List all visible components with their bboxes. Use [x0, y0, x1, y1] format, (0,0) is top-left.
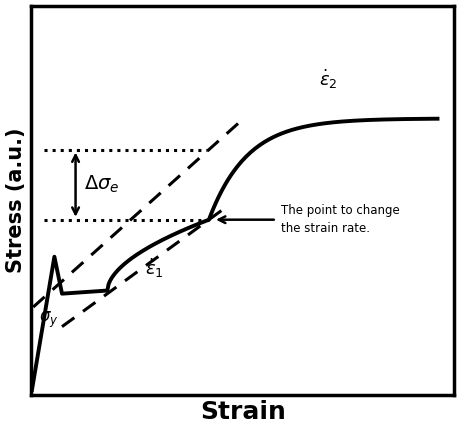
Text: $\dot{\varepsilon}_1$: $\dot{\varepsilon}_1$ — [145, 257, 164, 280]
Text: The point to change
the strain rate.: The point to change the strain rate. — [280, 204, 399, 235]
Text: $\Delta\sigma_e$: $\Delta\sigma_e$ — [84, 174, 119, 195]
Text: $\sigma_y$: $\sigma_y$ — [39, 310, 58, 330]
Text: $\dot{\varepsilon}_2$: $\dot{\varepsilon}_2$ — [318, 68, 337, 91]
Y-axis label: Stress (a.u.): Stress (a.u.) — [6, 127, 26, 273]
X-axis label: Strain: Strain — [199, 400, 285, 424]
